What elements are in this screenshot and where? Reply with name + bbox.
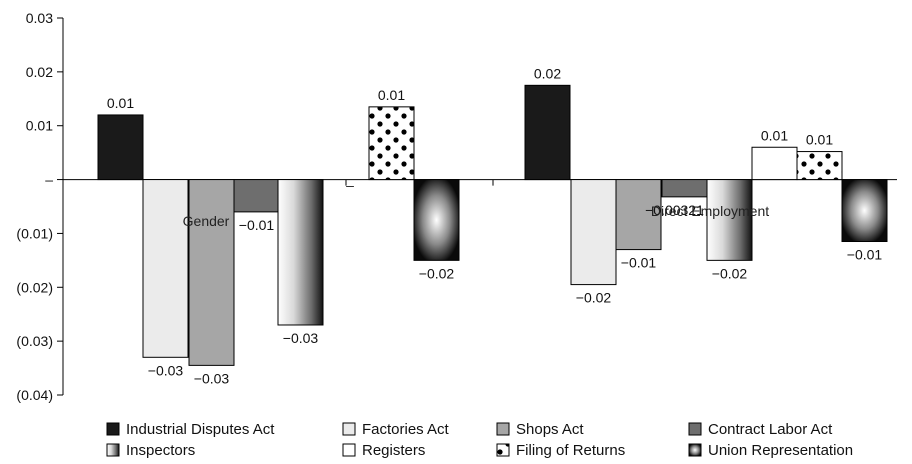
legend-swatch bbox=[106, 422, 120, 436]
data-label: 0.01 bbox=[806, 132, 833, 148]
chart-group-labels: Gender – Direct Employment bbox=[183, 177, 770, 229]
y-tick-label: 0.02 bbox=[26, 64, 53, 80]
category-label: Gender bbox=[183, 213, 230, 229]
chart-legend: Industrial Disputes Act Factories Act Shop… bbox=[106, 421, 853, 459]
bar-radial bbox=[841, 179, 888, 243]
bar-radial bbox=[413, 179, 460, 261]
legend-label: Industrial Disputes Act bbox=[126, 421, 275, 438]
data-label: 0.01 bbox=[107, 95, 134, 111]
bar-dots bbox=[368, 106, 415, 181]
bar-black bbox=[97, 114, 144, 181]
data-label: −0.03 bbox=[194, 370, 230, 386]
category-label: Direct Employment bbox=[651, 203, 769, 219]
category-label: – bbox=[346, 177, 354, 193]
y-tick-label: (0.04) bbox=[16, 387, 53, 403]
legend-label: Registers bbox=[362, 442, 425, 459]
bar-white bbox=[751, 146, 798, 181]
legend-swatch bbox=[342, 443, 356, 457]
legend-swatch bbox=[106, 443, 120, 457]
legend-label: Contract Labor Act bbox=[708, 421, 833, 438]
bar-light bbox=[570, 179, 617, 286]
data-label: 0.01 bbox=[761, 127, 788, 143]
y-tick-label: 0.01 bbox=[26, 118, 53, 134]
chart-data-labels: 0.01 0.02 −0.03 −0.02 −0.03 −0.01 −0.01 −0.0032… bbox=[107, 65, 883, 386]
legend-label: Filing of Returns bbox=[516, 442, 625, 459]
data-label: −0.02 bbox=[576, 290, 612, 306]
data-label: −0.01 bbox=[847, 247, 883, 263]
bar-hgrad bbox=[706, 179, 753, 261]
bar-gray bbox=[615, 179, 662, 251]
legend-swatch bbox=[688, 443, 702, 457]
legend-swatch bbox=[496, 443, 510, 457]
legend-swatch bbox=[342, 422, 356, 436]
bar-gray bbox=[188, 179, 235, 366]
y-tick-label: – bbox=[45, 172, 53, 188]
legend-swatch bbox=[688, 422, 702, 436]
legend-label: Shops Act bbox=[516, 421, 584, 438]
data-label: 0.02 bbox=[534, 65, 561, 81]
chart-bars bbox=[97, 84, 888, 366]
legend-swatch bbox=[496, 422, 510, 436]
y-tick-label: (0.01) bbox=[16, 225, 53, 241]
data-label: −0.01 bbox=[239, 217, 275, 233]
bar-dark bbox=[233, 179, 280, 213]
bar-light bbox=[142, 179, 189, 358]
legend-label: Factories Act bbox=[362, 421, 450, 438]
y-tick-label: (0.03) bbox=[16, 333, 53, 349]
bar-dark bbox=[661, 179, 708, 198]
legend-label: Inspectors bbox=[126, 442, 195, 459]
data-label: −0.01 bbox=[621, 255, 657, 271]
bar-black bbox=[524, 84, 571, 181]
data-label: −0.00321 bbox=[645, 202, 704, 218]
data-label: −0.02 bbox=[712, 265, 748, 281]
y-tick-label: 0.03 bbox=[26, 10, 53, 26]
y-tick-label: (0.02) bbox=[16, 279, 53, 295]
legend-label: Union Representation bbox=[708, 442, 853, 459]
bar-hgrad bbox=[277, 179, 324, 326]
data-label: 0.01 bbox=[378, 87, 405, 103]
data-label: −0.03 bbox=[148, 362, 184, 378]
data-label: −0.02 bbox=[419, 265, 455, 281]
bar-dots bbox=[796, 151, 843, 181]
data-label: −0.03 bbox=[283, 330, 319, 346]
